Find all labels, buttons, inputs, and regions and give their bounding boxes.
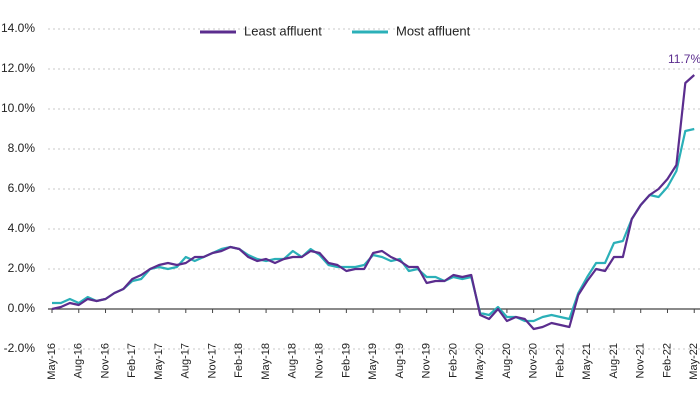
x-tick-label: Feb-21 [554,343,566,378]
y-tick-label: 0.0% [8,301,36,315]
x-tick-label: Feb-18 [233,343,245,378]
x-tick-label: Aug-16 [73,343,85,378]
x-tick-label: May-16 [46,343,58,380]
x-tick-label: Nov-18 [314,343,326,378]
x-tick-label: Aug-18 [287,343,299,378]
series-line [51,74,695,331]
x-tick-label: Feb-20 [447,343,459,378]
x-tick-label: Feb-17 [126,343,138,378]
x-tick-label: Nov-20 [528,343,540,378]
y-tick-label: 6.0% [8,181,36,195]
annotation: 11.7% [668,52,700,66]
y-tick-label: 2.0% [8,261,36,275]
legend-label: Most affluent [396,23,471,38]
x-tick-label: Feb-22 [661,343,673,378]
y-tick-label: 4.0% [8,221,36,235]
x-tick-label: May-18 [260,343,272,380]
y-tick-label: 8.0% [8,141,36,155]
x-tick-label: Aug-21 [608,343,620,378]
x-tick-label: Feb-19 [340,343,352,378]
x-tick-label: May-21 [581,343,593,380]
x-tick-label: Aug-20 [501,343,513,378]
x-tick-label: Nov-19 [421,343,433,378]
y-tick-label: -2.0% [4,341,36,355]
x-tick-label: Aug-19 [394,343,406,378]
x-tick-label: Aug-17 [180,343,192,378]
legend-label: Least affluent [244,23,322,38]
x-tick-label: May-19 [367,343,379,380]
y-tick-label: 14.0% [1,21,35,35]
y-tick-label: 12.0% [1,61,35,75]
x-tick-label: May-17 [153,343,165,380]
x-tick-label: Nov-17 [206,343,218,378]
y-tick-label: 10.0% [1,101,35,115]
x-tick-label: Nov-16 [99,343,111,378]
x-tick-label: May-20 [474,343,486,380]
series-line [52,127,695,323]
x-tick-label: May-22 [688,343,700,380]
x-tick-label: Nov-21 [635,343,647,378]
